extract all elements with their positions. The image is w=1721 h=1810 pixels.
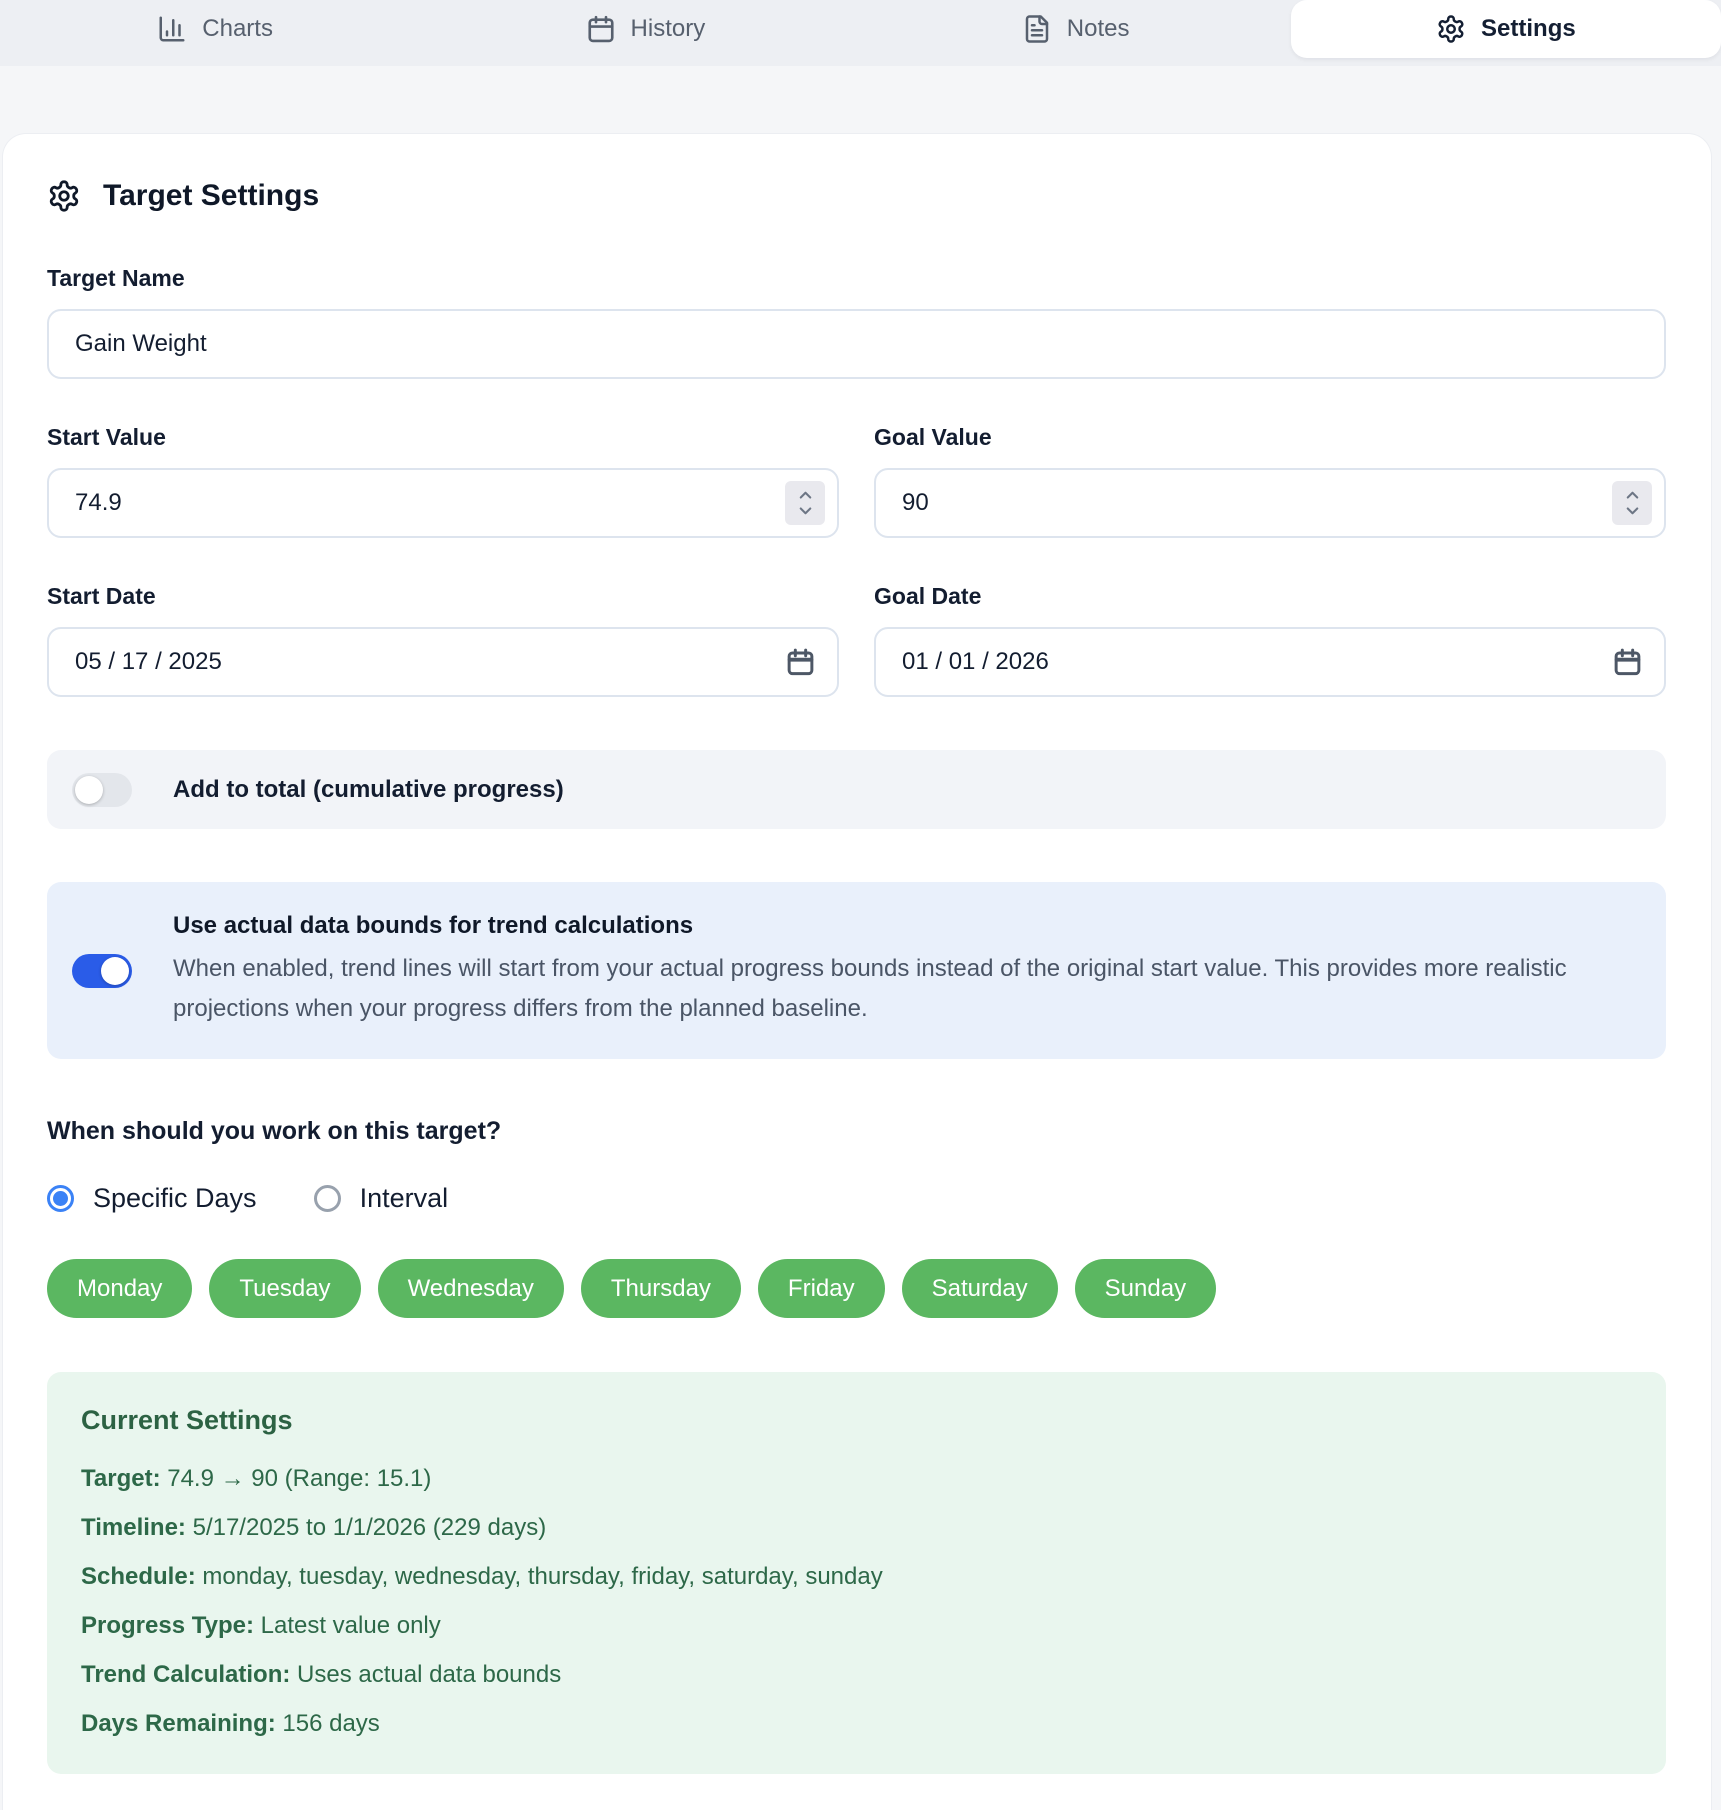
panel-header: Target Settings — [47, 179, 1666, 213]
start-value-label: Start Value — [47, 424, 166, 450]
day-pills: Monday Tuesday Wednesday Thursday Friday Satu… — [47, 1259, 1666, 1318]
file-text-icon — [1022, 14, 1052, 44]
start-date-label: Start Date — [47, 583, 156, 609]
tab-bar: Charts History Notes Settings — [0, 0, 1721, 66]
gear-icon — [47, 179, 81, 213]
goal-date-input[interactable] — [874, 627, 1666, 697]
schedule-mode-interval[interactable]: Interval — [313, 1183, 449, 1214]
day-pill-saturday[interactable]: Saturday — [901, 1259, 1058, 1318]
cumulative-toggle[interactable] — [72, 772, 132, 807]
target-settings-panel: Target Settings Target Name Start Value … — [2, 133, 1712, 1810]
toggle-knob — [101, 956, 129, 985]
schedule-mode-options: Specific Days Interval — [47, 1183, 1666, 1214]
goal-value-stepper[interactable] — [1612, 481, 1652, 525]
radio-label: Interval — [359, 1183, 449, 1213]
summary-item-schedule: Schedule: monday, tuesday, wednesday, th… — [81, 1563, 883, 1590]
summary-item-progress-type: Progress Type: Latest value only — [81, 1612, 441, 1639]
cumulative-progress-row: Add to total (cumulative progress) — [47, 750, 1666, 829]
day-pill-thursday[interactable]: Thursday — [580, 1259, 741, 1318]
tab-charts[interactable]: Charts — [0, 0, 430, 58]
tab-label: Notes — [1066, 15, 1130, 42]
calendar-icon — [586, 14, 616, 44]
tab-history[interactable]: History — [430, 0, 860, 58]
tab-notes[interactable]: Notes — [861, 0, 1291, 58]
tab-label: Charts — [202, 15, 273, 42]
current-settings-box: Current Settings Target: 74.9 → 90 (Rang… — [47, 1372, 1666, 1774]
gear-icon — [1436, 14, 1466, 44]
data-bounds-row: Use actual data bounds for trend calcula… — [47, 882, 1666, 1059]
day-pill-sunday[interactable]: Sunday — [1074, 1259, 1217, 1318]
target-name-input[interactable] — [47, 309, 1666, 379]
cumulative-toggle-label: Add to total (cumulative progress) — [173, 775, 564, 803]
schedule-question: When should you work on this target? — [47, 1117, 502, 1145]
goal-value-label: Goal Value — [874, 424, 992, 450]
goal-value-input[interactable] — [874, 468, 1666, 538]
toggle-knob — [75, 775, 103, 804]
start-date-input[interactable] — [47, 627, 839, 697]
start-date-field: Start Date — [47, 583, 839, 697]
calendar-icon[interactable] — [785, 647, 816, 678]
tab-label: History — [630, 15, 706, 42]
summary-item-target: Target: 74.9 → 90 (Range: 15.1) — [81, 1465, 432, 1492]
summary-item-trend-calculation: Trend Calculation: Uses actual data boun… — [81, 1661, 562, 1688]
data-bounds-toggle[interactable] — [72, 953, 132, 988]
start-value-field: Start Value — [47, 424, 839, 538]
goal-value-field: Goal Value — [874, 424, 1666, 538]
schedule-mode-specific-days[interactable]: Specific Days — [47, 1183, 257, 1214]
data-bounds-description: When enabled, trend lines will start fro… — [173, 955, 1567, 1022]
data-bounds-text: Use actual data bounds for trend calcula… — [173, 912, 1585, 1029]
radio-icon[interactable] — [313, 1185, 341, 1212]
target-name-label: Target Name — [47, 265, 185, 291]
tab-label: Settings — [1481, 15, 1576, 42]
tab-settings[interactable]: Settings — [1290, 0, 1721, 58]
page-title: Target Settings — [103, 179, 320, 212]
data-bounds-title: Use actual data bounds for trend calcula… — [173, 912, 694, 939]
calendar-icon[interactable] — [1612, 647, 1643, 678]
bar-chart-icon — [157, 14, 187, 44]
goal-date-label: Goal Date — [874, 583, 982, 609]
radio-icon[interactable] — [47, 1185, 74, 1212]
goal-date-field: Goal Date — [874, 583, 1666, 697]
summary-item-timeline: Timeline: 5/17/2025 to 1/1/2026 (229 day… — [81, 1514, 547, 1541]
day-pill-friday[interactable]: Friday — [757, 1259, 885, 1318]
summary-item-days-remaining: Days Remaining: 156 days — [81, 1710, 380, 1737]
start-value-input[interactable] — [47, 468, 839, 538]
current-settings-title: Current Settings — [81, 1405, 293, 1435]
start-value-stepper[interactable] — [785, 481, 825, 525]
day-pill-monday[interactable]: Monday — [47, 1259, 193, 1318]
radio-label: Specific Days — [93, 1183, 257, 1213]
day-pill-tuesday[interactable]: Tuesday — [209, 1259, 361, 1318]
day-pill-wednesday[interactable]: Wednesday — [377, 1259, 564, 1318]
